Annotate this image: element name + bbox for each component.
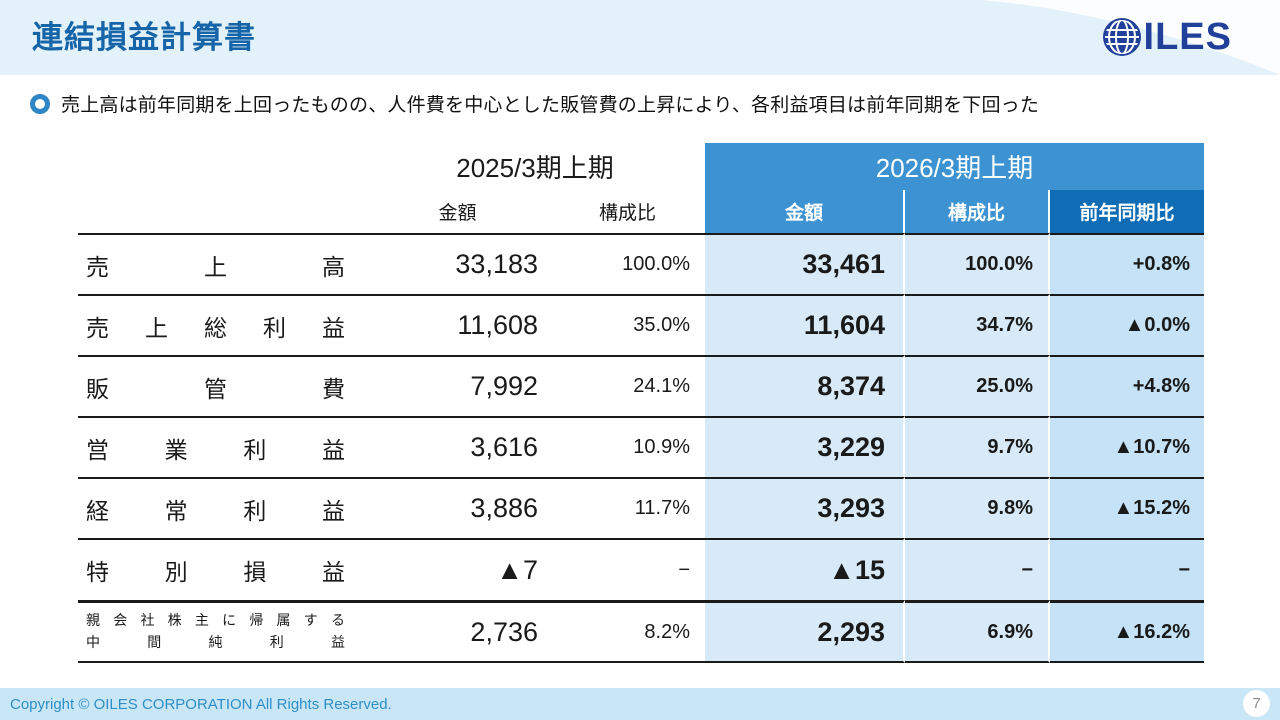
prev-amount-cell: 3,616 — [365, 416, 550, 477]
row-label: 売 上 総 利 益 — [78, 294, 365, 355]
oiles-logo: ILES — [1102, 14, 1232, 60]
curr-ratio-cell: 9.7% — [905, 416, 1050, 477]
page-title: 連結損益計算書 — [32, 20, 256, 55]
yoy-cell: +4.8% — [1050, 355, 1204, 416]
prev-amount-cell: 7,992 — [365, 355, 550, 416]
prev-ratio-cell: 10.9% — [550, 416, 705, 477]
copyright-text: Copyright © OILES CORPORATION All Rights… — [10, 695, 392, 713]
prev-ratio-cell: 24.1% — [550, 355, 705, 416]
prev-ratio-cell: 100.0% — [550, 233, 705, 294]
yoy-cell: ▲0.0% — [1050, 294, 1204, 355]
logo-text: ILES — [1143, 16, 1232, 58]
header-band: 連結損益計算書 ILES — [0, 0, 1280, 75]
group-header-curr-period: 2026/3期上期 — [705, 143, 1204, 190]
row-label: 売 上 高 — [78, 233, 365, 294]
page-number-badge: 7 — [1243, 690, 1270, 717]
curr-amount-cell: 3,293 — [705, 477, 905, 538]
prev-amount-cell: 11,608 — [365, 294, 550, 355]
curr-amount-cell: 2,293 — [705, 600, 905, 663]
sub-header-prev-amount: 金額 — [438, 203, 477, 224]
row-label: 営 業 利 益 — [78, 416, 365, 477]
group-header-blank — [78, 143, 365, 190]
yoy-cell: ▲15.2% — [1050, 477, 1204, 538]
curr-ratio-cell: 6.9% — [905, 600, 1050, 663]
prev-amount-cell: ▲7 — [365, 538, 550, 600]
curr-ratio-cell: 25.0% — [905, 355, 1050, 416]
curr-amount-cell: ▲15 — [705, 538, 905, 600]
yoy-cell: ▲10.7% — [1050, 416, 1204, 477]
curr-amount-cell: 11,604 — [705, 294, 905, 355]
prev-ratio-cell: 35.0% — [550, 294, 705, 355]
row-label: 特 別 損 益 — [78, 538, 365, 600]
group-header-prev-period: 2025/3期上期 — [456, 153, 614, 183]
prev-ratio-cell: 11.7% — [550, 477, 705, 538]
row-label: 販 管 費 — [78, 355, 365, 416]
sub-header-blank — [78, 190, 365, 233]
curr-amount-cell: 8,374 — [705, 355, 905, 416]
bullet-ring-icon — [30, 93, 50, 114]
curr-ratio-cell: 100.0% — [905, 233, 1050, 294]
row-label: 親 会 社 株 主 に 帰 属 す る 中 間 純 利 益 — [78, 600, 365, 663]
sub-header-curr-amount: 金額 — [705, 190, 905, 233]
sub-header-prev-ratio: 構成比 — [598, 203, 656, 224]
yoy-cell: ▲16.2% — [1050, 600, 1204, 663]
curr-ratio-cell: − — [905, 538, 1050, 600]
prev-ratio-cell: 8.2% — [550, 600, 705, 663]
yoy-cell: − — [1050, 538, 1204, 600]
sub-header-yoy: 前年同期比 — [1050, 190, 1204, 233]
income-statement-table: 2025/3期上期 2026/3期上期 金額 構成比 金額 構成比 前年同期比 … — [78, 143, 1204, 663]
curr-amount-cell: 3,229 — [705, 416, 905, 477]
footer-band: Copyright © OILES CORPORATION All Rights… — [0, 688, 1280, 720]
curr-amount-cell: 33,461 — [705, 233, 905, 294]
sub-header-curr-ratio: 構成比 — [905, 190, 1050, 233]
summary-text: 売上高は前年同期を上回ったものの、人件費を中心とした販管費の上昇により、各利益項… — [61, 95, 1040, 116]
globe-icon — [1102, 18, 1141, 56]
yoy-cell: +0.8% — [1050, 233, 1204, 294]
prev-ratio-cell: − — [550, 538, 705, 600]
prev-amount-cell: 33,183 — [365, 233, 550, 294]
summary-bullet: 売上高は前年同期を上回ったものの、人件費を中心とした販管費の上昇により、各利益項… — [30, 90, 1250, 117]
header-curve-decoration — [980, 0, 1280, 75]
curr-ratio-cell: 9.8% — [905, 477, 1050, 538]
curr-ratio-cell: 34.7% — [905, 294, 1050, 355]
prev-amount-cell: 3,886 — [365, 477, 550, 538]
prev-amount-cell: 2,736 — [365, 600, 550, 663]
row-label: 経 常 利 益 — [78, 477, 365, 538]
